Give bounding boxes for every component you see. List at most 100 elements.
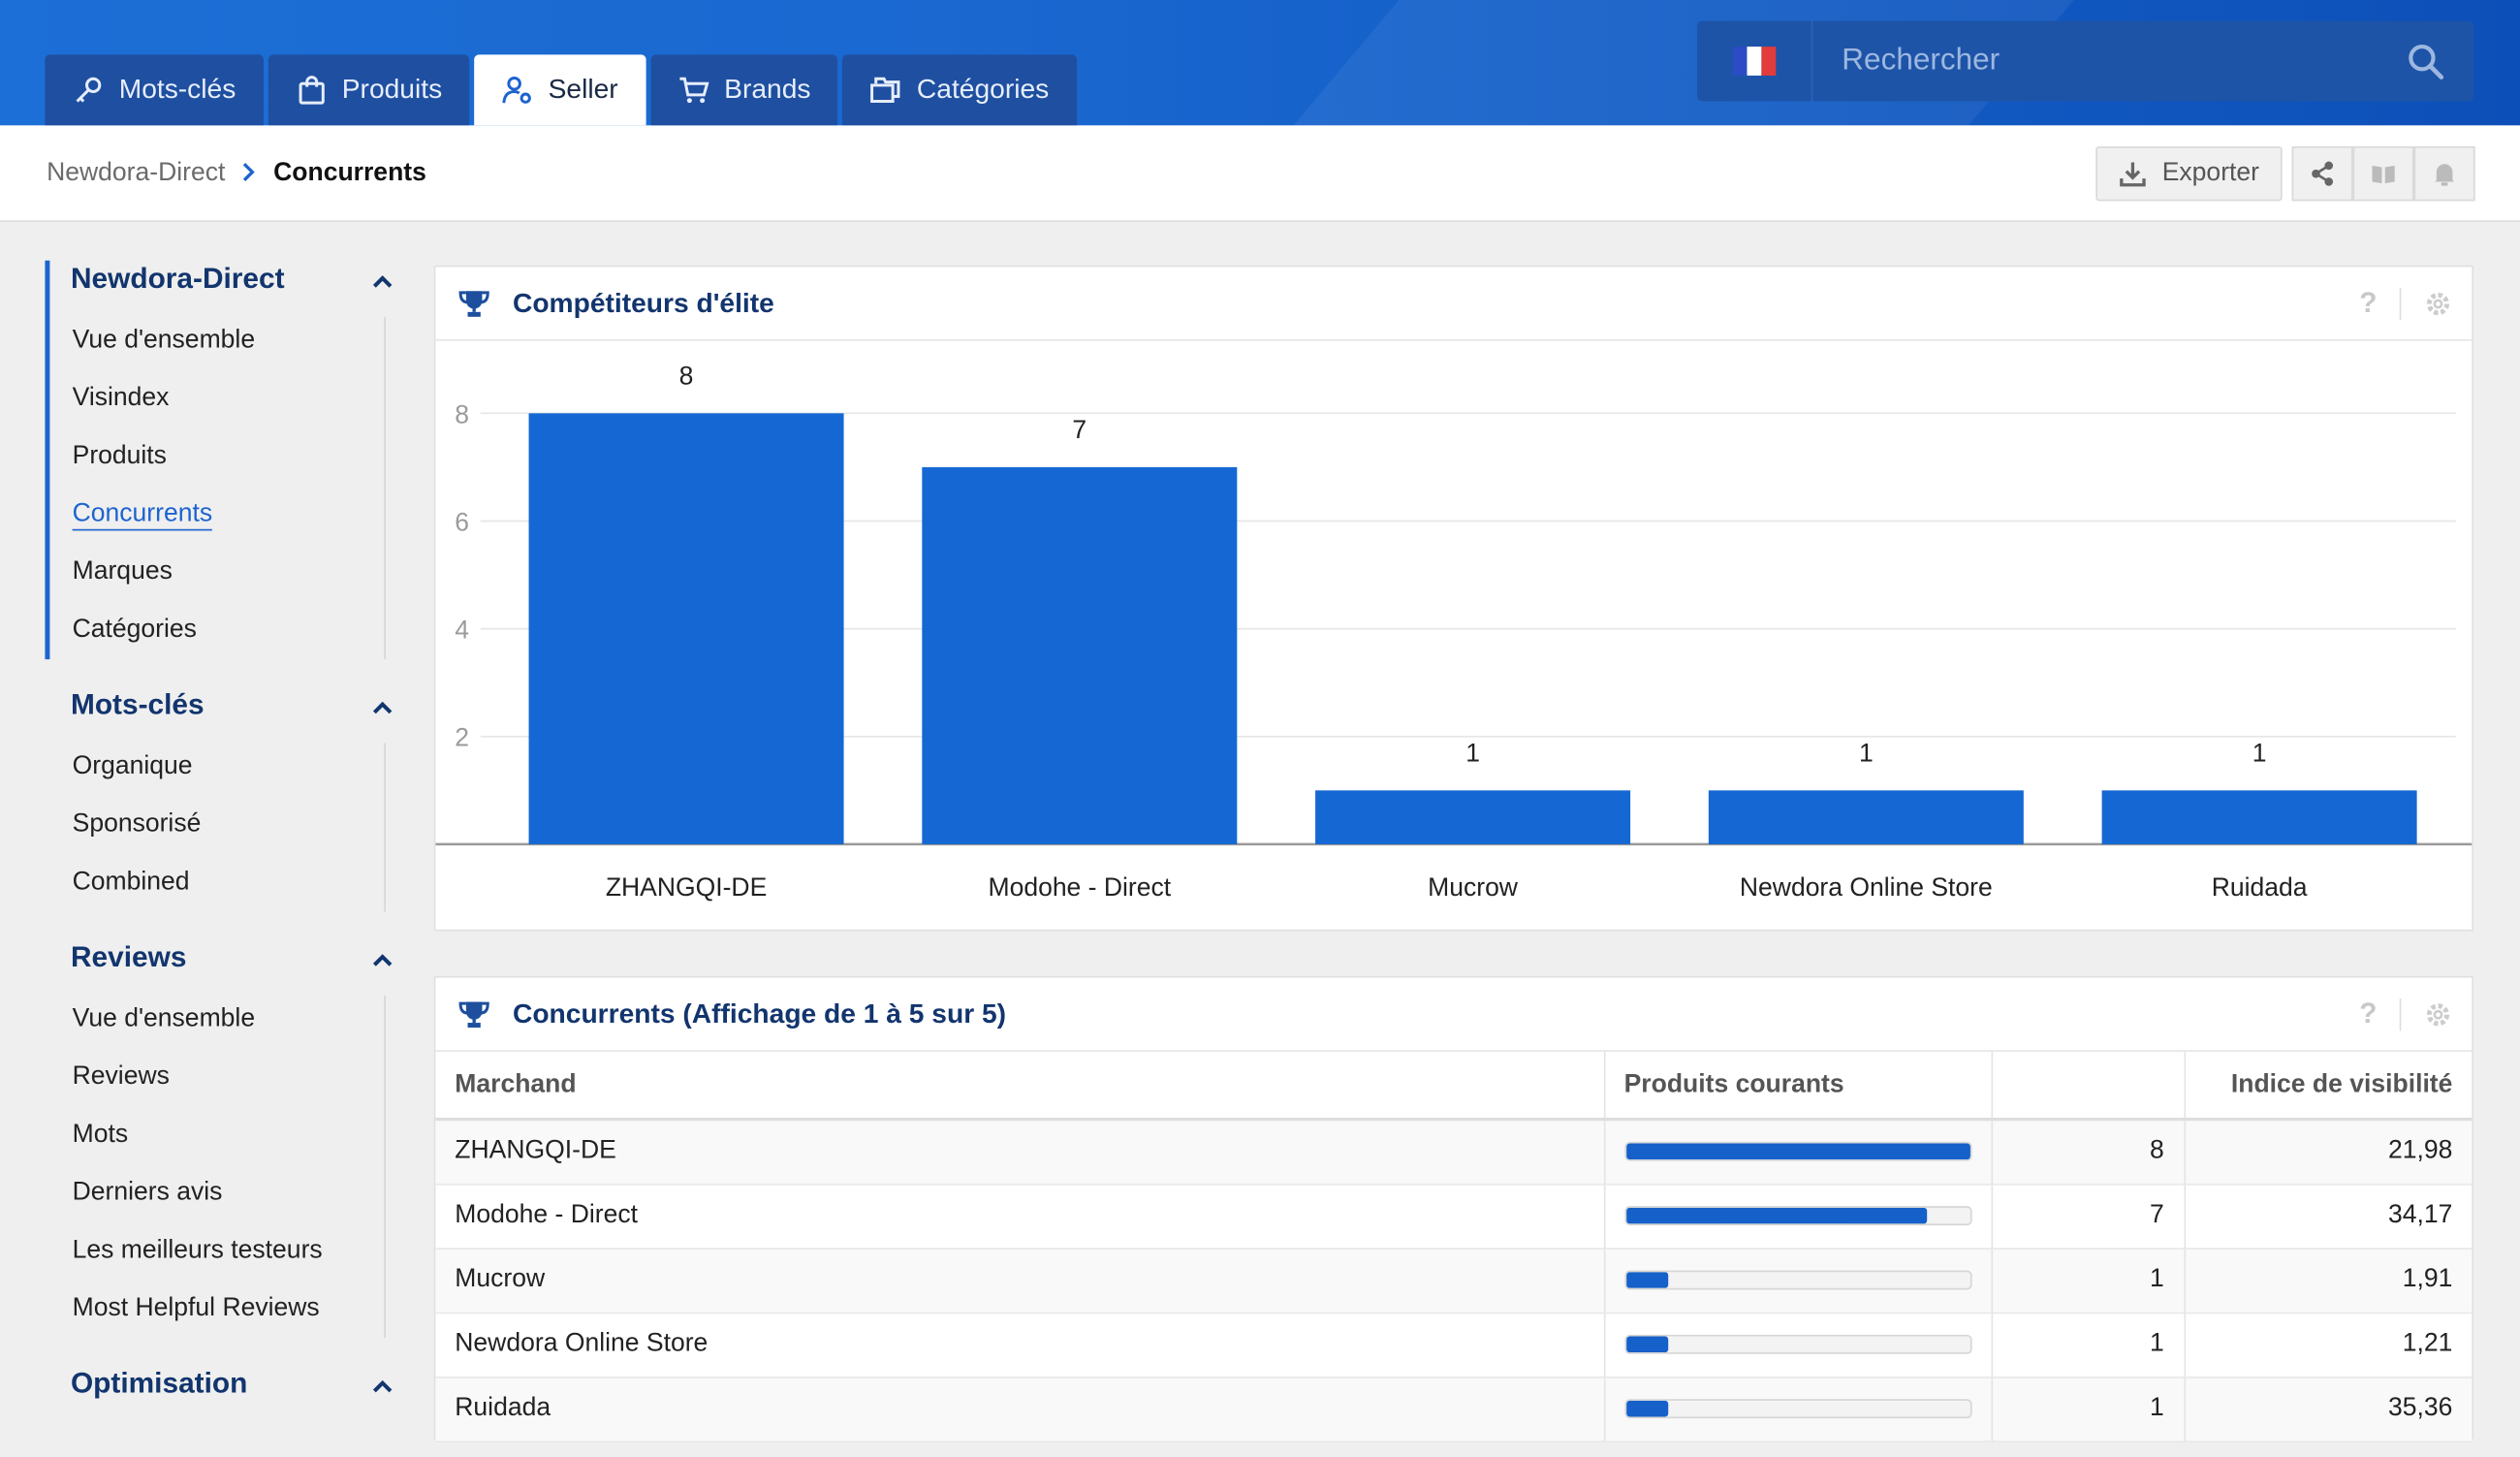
folders-icon bbox=[870, 74, 902, 106]
merchant-cell[interactable]: Newdora Online Store bbox=[435, 1312, 1605, 1378]
y-tick-label: 4 bbox=[455, 616, 469, 645]
visibility-index: 35,36 bbox=[2184, 1377, 2473, 1442]
competitors-table: Marchand Produits courants Indice de vis… bbox=[435, 1051, 2473, 1442]
sidebar-divider bbox=[384, 743, 386, 912]
sidebar-list: Organique Sponsorisé Combined bbox=[45, 738, 398, 911]
search-icon[interactable] bbox=[2377, 42, 2473, 80]
elite-competitors-panel: Compétiteurs d'élite ? 2 4 6 8 8 ZHANGQI-DE 7 M… bbox=[433, 265, 2473, 932]
col-visibility-index[interactable]: Indice de visibilité bbox=[2184, 1051, 2473, 1122]
tab-label: Seller bbox=[548, 74, 618, 105]
key-icon bbox=[73, 74, 105, 106]
bell-icon bbox=[2435, 164, 2455, 186]
chevron-right-icon bbox=[241, 161, 258, 187]
sidebar-item[interactable]: Mots bbox=[45, 1106, 398, 1164]
products-bar-fill bbox=[1625, 1336, 1669, 1353]
help-icon[interactable]: ? bbox=[2359, 997, 2378, 1029]
sidebar-section-title: Mots-clés bbox=[70, 687, 205, 720]
sidebar-item[interactable]: Sponsorisé bbox=[45, 796, 398, 854]
sidebar-item[interactable]: Concurrents bbox=[45, 486, 398, 544]
sidebar-section-header[interactable]: Reviews bbox=[45, 939, 398, 974]
table-row[interactable]: Ruidada 1 35,36 bbox=[435, 1377, 2473, 1442]
sidebar-item[interactable]: Organique bbox=[45, 738, 398, 796]
bar[interactable] bbox=[1708, 790, 2024, 844]
gear-icon[interactable] bbox=[2424, 999, 2453, 1029]
tab-cat-gories[interactable]: Catégories bbox=[842, 54, 1077, 126]
bar[interactable] bbox=[528, 413, 844, 844]
breadcrumb-parent[interactable]: Newdora-Direct bbox=[47, 159, 226, 187]
cart-icon bbox=[677, 74, 709, 106]
sidebar-item[interactable]: Derniers avis bbox=[45, 1164, 398, 1222]
sidebar-item-label: Derniers avis bbox=[72, 1178, 223, 1207]
x-tick-label: Ruidada bbox=[2212, 872, 2308, 902]
products-bar-cell bbox=[1603, 1119, 1993, 1185]
sidebar-item[interactable]: Reviews bbox=[45, 1049, 398, 1107]
top-navigation-bar: Mots-clés Produits Seller Brands Catégories … bbox=[0, 0, 2520, 126]
table-row[interactable]: ZHANGQI-DE 8 21,98 bbox=[435, 1119, 2473, 1185]
tab-mots-cl-s[interactable]: Mots-clés bbox=[45, 54, 264, 126]
products-bar bbox=[1623, 1142, 1971, 1162]
export-button[interactable]: Exporter bbox=[2095, 145, 2283, 202]
sidebar-item-label: Combined bbox=[72, 868, 190, 897]
merchant-cell[interactable]: ZHANGQI-DE bbox=[435, 1119, 1605, 1185]
sidebar-item[interactable]: Les meilleurs testeurs bbox=[45, 1222, 398, 1281]
table-row[interactable]: Mucrow 1 1,91 bbox=[435, 1248, 2473, 1314]
chevron-up-icon[interactable] bbox=[372, 940, 393, 974]
bar[interactable] bbox=[922, 466, 1238, 844]
sidebar-divider bbox=[384, 316, 386, 660]
chevron-up-icon[interactable] bbox=[372, 262, 393, 296]
products-bar bbox=[1623, 1270, 1971, 1290]
panel-title: Concurrents (Affichage de 1 à 5 sur 5) bbox=[512, 998, 1007, 1029]
panel-header: Compétiteurs d'élite ? bbox=[435, 267, 2473, 341]
tab-label: Catégories bbox=[916, 74, 1050, 105]
help-icon[interactable]: ? bbox=[2359, 286, 2378, 319]
gear-icon[interactable] bbox=[2424, 289, 2453, 318]
tab-produits[interactable]: Produits bbox=[268, 54, 470, 126]
products-count: 1 bbox=[1991, 1248, 2186, 1314]
col-count bbox=[1991, 1051, 2186, 1122]
sidebar-item[interactable]: Combined bbox=[45, 854, 398, 912]
bar[interactable] bbox=[2101, 790, 2417, 844]
sidebar-item[interactable]: Vue d'ensemble bbox=[45, 991, 398, 1049]
divider bbox=[2399, 998, 2402, 1030]
x-tick-label: Mucrow bbox=[1428, 872, 1519, 902]
products-bar-cell bbox=[1603, 1312, 1993, 1378]
chevron-up-icon[interactable] bbox=[372, 687, 393, 721]
merchant-cell[interactable]: Modohe - Direct bbox=[435, 1183, 1605, 1250]
competitors-table-panel: Concurrents (Affichage de 1 à 5 sur 5) ?… bbox=[433, 975, 2473, 1442]
merchant-cell[interactable]: Mucrow bbox=[435, 1248, 1605, 1314]
sidebar-section: Optimisation bbox=[45, 1365, 398, 1400]
share-button[interactable] bbox=[2291, 145, 2353, 202]
sidebar-item[interactable]: Catégories bbox=[45, 601, 398, 659]
sidebar-section-header[interactable]: Optimisation bbox=[45, 1365, 398, 1400]
col-current-products[interactable]: Produits courants bbox=[1603, 1051, 1993, 1122]
sidebar-item-label: Concurrents bbox=[72, 499, 213, 530]
search-input[interactable]: Rechercher bbox=[1842, 43, 2000, 78]
col-merchant[interactable]: Marchand bbox=[435, 1051, 1605, 1122]
sidebar-item[interactable]: Vue d'ensemble bbox=[45, 312, 398, 370]
sidebar-section-header[interactable]: Mots-clés bbox=[45, 686, 398, 721]
book-button[interactable] bbox=[2352, 145, 2414, 202]
sidebar-item[interactable]: Visindex bbox=[45, 370, 398, 428]
sidebar-item[interactable]: Marques bbox=[45, 544, 398, 602]
bar[interactable] bbox=[1315, 790, 1631, 844]
products-bar-cell bbox=[1603, 1377, 1993, 1442]
trophy-icon bbox=[458, 1000, 489, 1028]
products-bar-fill bbox=[1625, 1143, 1970, 1160]
products-bar-cell bbox=[1603, 1248, 1993, 1314]
table-row[interactable]: Modohe - Direct 7 34,17 bbox=[435, 1183, 2473, 1250]
sidebar-item[interactable]: Produits bbox=[45, 428, 398, 486]
bar-chart: 2 4 6 8 8 ZHANGQI-DE 7 Modohe - Direct 1 Mucrow 1 N… bbox=[435, 361, 2473, 902]
alert-button[interactable] bbox=[2413, 145, 2475, 202]
sidebar-section-header[interactable]: Newdora-Direct bbox=[45, 261, 398, 296]
table-row[interactable]: Newdora Online Store 1 1,21 bbox=[435, 1312, 2473, 1378]
sidebar-item-label: Sponsorisé bbox=[72, 810, 202, 839]
sidebar-item-label: Marques bbox=[72, 557, 173, 586]
tab-brands[interactable]: Brands bbox=[649, 54, 838, 126]
merchant-cell[interactable]: Ruidada bbox=[435, 1377, 1605, 1442]
chevron-up-icon[interactable] bbox=[372, 1366, 393, 1400]
x-tick-label: Newdora Online Store bbox=[1740, 872, 1993, 902]
fr-flag-icon[interactable] bbox=[1697, 20, 1813, 102]
sidebar-item[interactable]: Most Helpful Reviews bbox=[45, 1280, 398, 1338]
tab-seller[interactable]: Seller bbox=[474, 54, 646, 126]
products-bar-fill bbox=[1625, 1207, 1927, 1224]
